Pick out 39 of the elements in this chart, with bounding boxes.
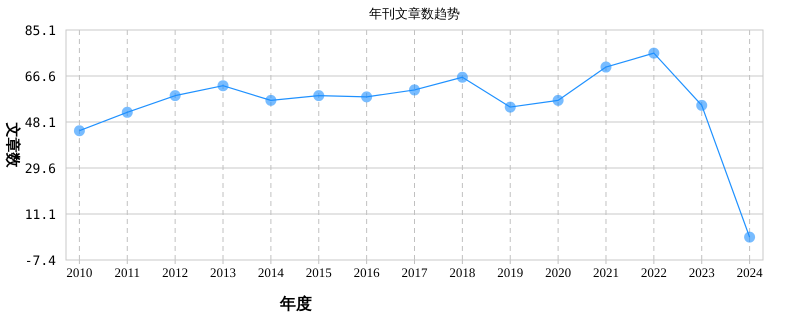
- point: [122, 106, 133, 118]
- x-tick-label: 2015: [306, 265, 332, 280]
- x-tick-label: 2020: [545, 265, 572, 280]
- point: [170, 90, 181, 102]
- chart-title: 年刊文章数趋势: [369, 6, 460, 21]
- x-tick-label: 2012: [162, 265, 188, 280]
- point: [648, 48, 660, 59]
- x-tick-label: 2017: [402, 265, 428, 280]
- y-tick-label: 48.1: [24, 116, 56, 131]
- point: [265, 94, 276, 106]
- point: [744, 232, 756, 243]
- x-tick-label: 2013: [210, 265, 236, 280]
- x-tick-label: 2022: [640, 265, 667, 280]
- y-tick-label: 85.1: [24, 24, 56, 39]
- x-tick-label: 2018: [449, 265, 476, 280]
- y-axis-title: 文章数: [4, 122, 22, 168]
- x-axis-title: 年度: [279, 294, 312, 313]
- x-tick-label: 2010: [66, 265, 92, 280]
- x-tick-label: 2011: [114, 265, 140, 280]
- x-tick-label: 2021: [592, 265, 619, 280]
- point: [552, 94, 564, 106]
- x-tick-label: 2024: [736, 265, 764, 280]
- x-tick-label: 2019: [497, 265, 524, 280]
- x-tick-label: 2014: [258, 265, 284, 280]
- point: [696, 100, 708, 111]
- y-tick-label: -7.4: [24, 254, 56, 269]
- point: [600, 62, 612, 73]
- point: [313, 90, 324, 102]
- point: [361, 91, 372, 102]
- point: [456, 72, 468, 83]
- y-tick-label: 29.6: [24, 162, 56, 177]
- point: [409, 84, 420, 96]
- x-tick-label: 2023: [688, 265, 715, 280]
- x-tick-label: 2016: [354, 265, 380, 280]
- point: [504, 102, 516, 113]
- y-tick-label: 66.6: [24, 70, 56, 85]
- point: [218, 80, 229, 92]
- point: [74, 125, 85, 136]
- y-tick-label: 11.1: [24, 208, 56, 223]
